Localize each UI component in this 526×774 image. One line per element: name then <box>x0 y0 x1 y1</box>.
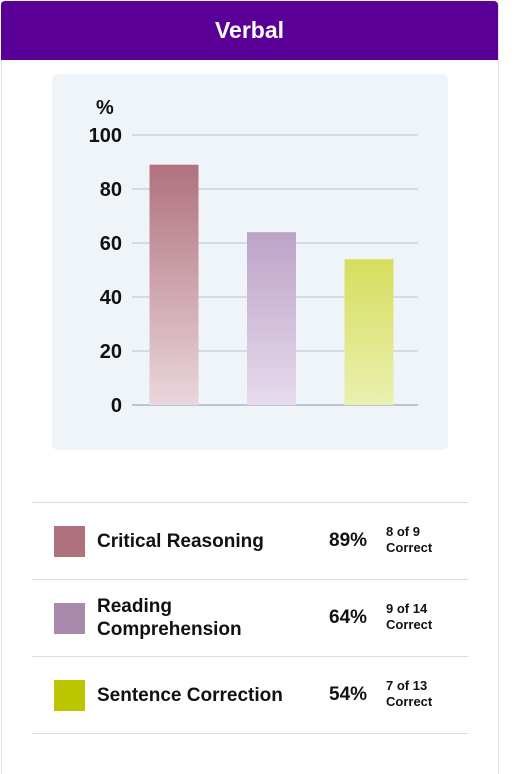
bar <box>149 164 199 405</box>
y-tick-label: 100 <box>89 125 122 147</box>
score-legend: Critical Reasoning 89% 8 of 9 Correct Re… <box>32 502 468 734</box>
section-header: Verbal <box>1 1 498 60</box>
correct-count-fraction: 8 of 9 <box>386 524 420 539</box>
category-label: Reading Comprehension <box>97 596 242 640</box>
legend-row-critical-reasoning: Critical Reasoning 89% 8 of 9 Correct <box>32 503 468 580</box>
correct-count: 9 of 14 Correct <box>386 601 466 633</box>
correct-count: 7 of 13 Correct <box>386 678 466 710</box>
category-percent: 89% <box>329 530 368 551</box>
correct-count: 8 of 9 Correct <box>386 524 466 556</box>
legend-row-sentence-correction: Sentence Correction 54% 7 of 13 Correct <box>32 657 468 734</box>
color-swatch <box>54 603 85 634</box>
category-label: Sentence Correction <box>97 684 283 706</box>
legend-row-reading-comprehension: Reading Comprehension 64% 9 of 14 Correc… <box>32 580 468 657</box>
section-title: Verbal <box>214 17 285 43</box>
correct-count-suffix: Correct <box>386 540 433 555</box>
correct-count-fraction: 9 of 14 <box>386 601 428 616</box>
y-tick-label: 20 <box>100 341 122 363</box>
color-swatch <box>54 526 85 557</box>
bar-chart-svg: 0 20 40 60 80 100% <box>89 97 418 417</box>
category-percent: 54% <box>329 684 368 705</box>
correct-count-suffix: Correct <box>386 617 433 632</box>
y-axis-label: % <box>96 97 114 119</box>
category-label: Critical Reasoning <box>97 530 264 552</box>
y-tick-label: 80 <box>100 179 122 201</box>
y-tick-label: 0 <box>111 395 122 417</box>
bar <box>344 259 394 405</box>
y-tick-label: 40 <box>100 287 122 309</box>
color-swatch <box>54 680 85 711</box>
category-percent: 64% <box>329 607 368 628</box>
y-tick-label: 60 <box>100 233 122 255</box>
correct-count-fraction: 7 of 13 <box>386 678 428 693</box>
bar-chart: 0 20 40 60 80 100% <box>52 74 448 450</box>
bar <box>247 232 296 405</box>
correct-count-suffix: Correct <box>386 694 433 709</box>
